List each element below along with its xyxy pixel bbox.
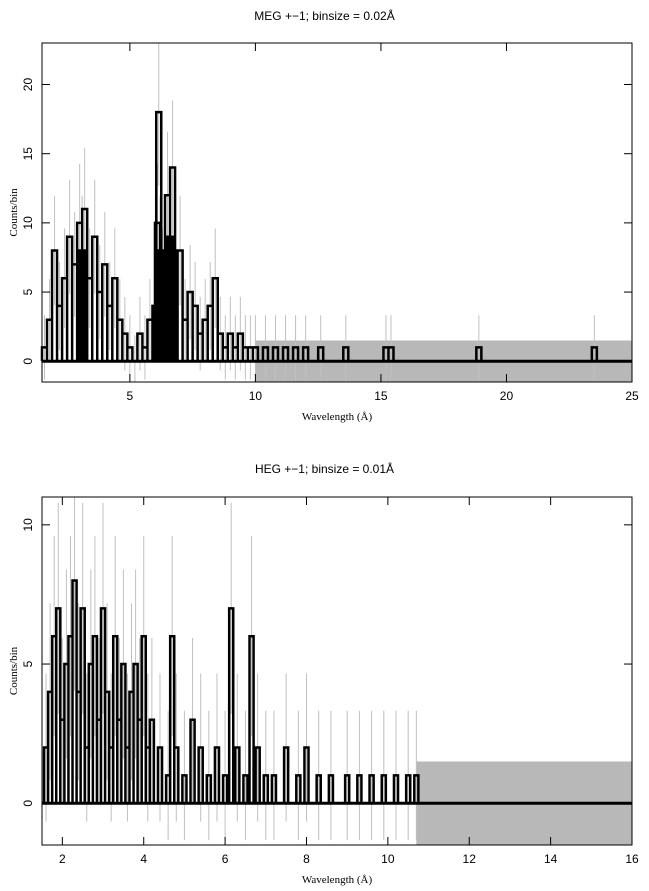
- chart-2-x-tick-label: 12: [463, 852, 477, 866]
- chart-1-y-tick-label: 0: [21, 358, 35, 365]
- chart-2-x-axis-label: Wavelength (Å): [302, 874, 373, 886]
- chart-1-x-tick-label: 20: [500, 389, 514, 403]
- chart-1-series-line: [40, 110, 599, 363]
- chart-1-y-tick-label: 20: [21, 78, 35, 92]
- chart-2-x-tick-label: 10: [381, 852, 395, 866]
- chart-2-y-tick-label: 0: [21, 800, 35, 807]
- chart-1-y-tick-label: 15: [21, 147, 35, 161]
- chart-1-x-tick-label: 10: [249, 389, 263, 403]
- chart-2-x-tick-label: 14: [544, 852, 558, 866]
- chart-2-y-tick-label: 10: [21, 518, 35, 532]
- chart-2-x-tick-label: 16: [625, 852, 639, 866]
- chart-2-plot-frame: [41, 496, 633, 846]
- chart-2-y-axis-label: Counts/bin: [8, 646, 20, 695]
- chart-2-x-tick-label: 4: [140, 852, 147, 866]
- chart-1-title: MEG +−1; binsize = 0.02Å: [254, 9, 395, 23]
- chart-1-x-axis-label: Wavelength (Å): [302, 411, 373, 423]
- chart-1-x-tick-label: 5: [127, 389, 134, 403]
- chart-2-x-tick-label: 2: [59, 852, 66, 866]
- chart-2-y-tick-label: 5: [21, 660, 35, 667]
- chart-1-x-tick-label: 25: [625, 389, 639, 403]
- chart-1-y-axis-label: Counts/bin: [8, 188, 20, 237]
- chart-2-series-line: [42, 579, 420, 804]
- chart-2-x-tick-label: 6: [222, 852, 229, 866]
- chart-1-x-tick-label: 15: [374, 389, 388, 403]
- chart-1-plot-frame: [41, 42, 633, 383]
- chart-1-y-tick-label: 10: [21, 216, 35, 230]
- chart-1-y-tick-label: 5: [21, 288, 35, 295]
- chart-2-x-tick-label: 8: [303, 852, 310, 866]
- chart-2-title: HEG +−1; binsize = 0.01Å: [254, 462, 395, 476]
